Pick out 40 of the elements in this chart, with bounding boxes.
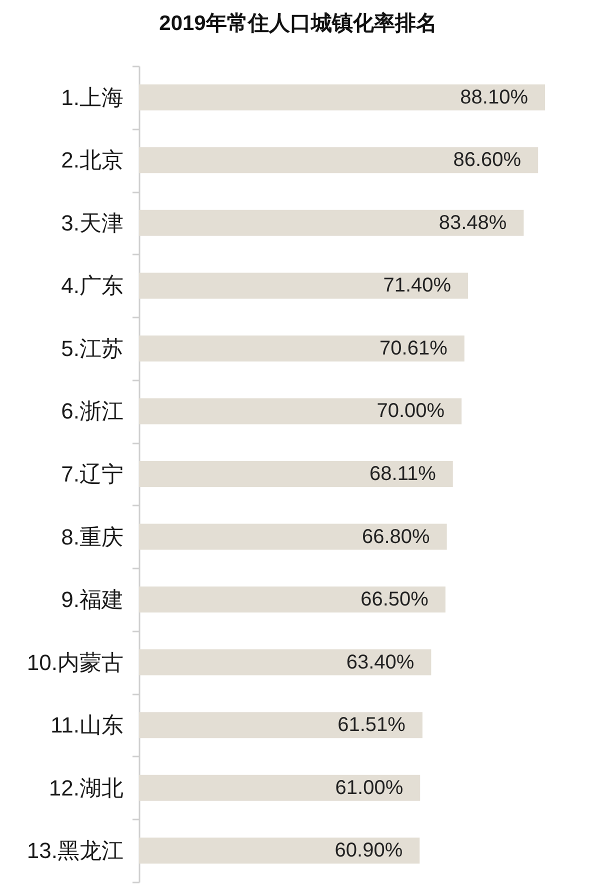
y-tick-label: 10.内蒙古 [26,650,124,675]
data-label: 61.00% [335,776,404,799]
y-tick-label: 4.广东 [61,273,124,298]
y-tick-label: 6.浙江 [61,398,124,424]
data-label: 63.40% [346,651,414,674]
data-label: 61.51% [338,714,406,736]
y-tick-label: 12.湖北 [48,775,124,800]
data-label: 70.61% [380,337,448,360]
data-label: 66.80% [362,526,430,548]
bar [139,524,447,550]
bar [139,774,420,801]
data-label: 60.90% [334,840,403,862]
y-tick-label: 13.黑龙江 [26,838,124,864]
bar [139,272,468,299]
y-tick-label: 5.江苏 [61,336,124,361]
bar [139,461,453,487]
data-label: 71.40% [383,274,452,297]
chart-title: 2019年常住人口城镇化率排名 [159,11,437,35]
bar [139,210,524,236]
data-label: 68.11% [370,463,436,485]
y-tick-label: 1.上海 [61,84,124,110]
y-tick-label: 11.山东 [50,712,124,738]
bar [139,838,420,864]
y-tick-label: 2.北京 [61,148,124,173]
data-label: 83.48% [438,212,507,234]
data-label: 86.60% [453,149,522,172]
data-label: 88.10% [460,86,528,108]
y-tick-label: 9.福建 [61,587,124,612]
bar [139,649,432,676]
y-tick-label: 3.天津 [61,210,124,236]
bar [139,335,464,362]
bar [139,586,446,613]
bar [139,84,545,110]
y-tick-label: 8.重庆 [61,524,124,550]
data-label: 70.00% [376,400,445,422]
bar [139,712,422,738]
y-tick-label: 7.辽宁 [61,462,124,486]
bar [139,147,538,174]
bar [139,398,462,424]
data-label: 66.50% [360,588,429,611]
